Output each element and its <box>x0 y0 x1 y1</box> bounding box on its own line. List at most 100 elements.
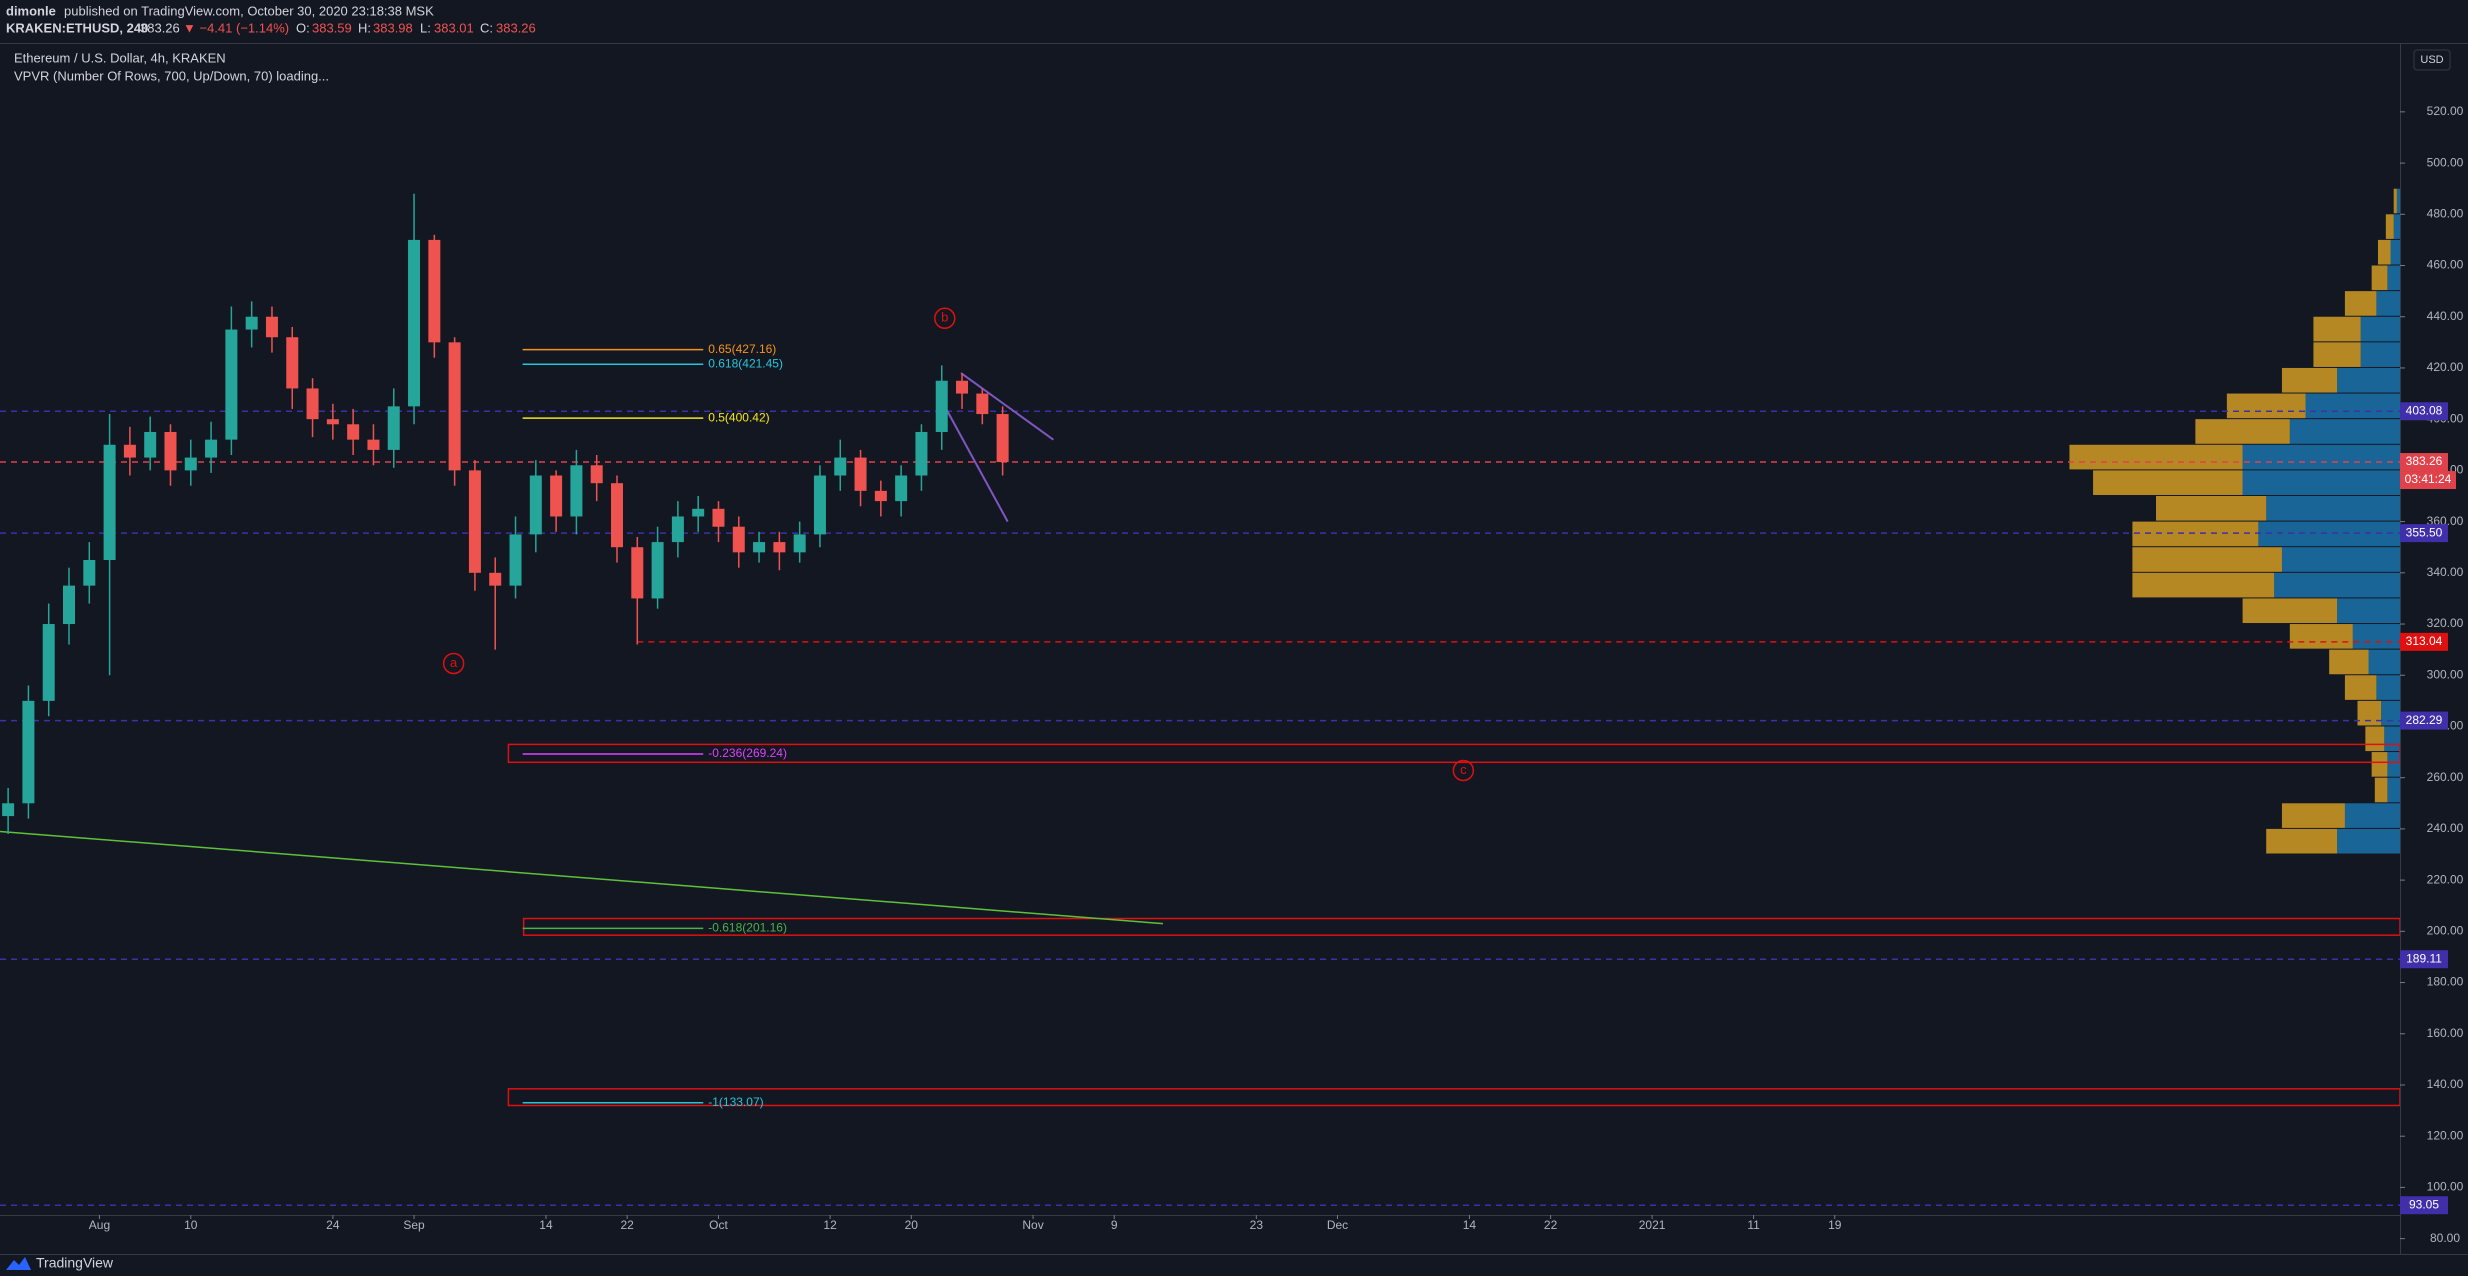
candle-body <box>692 508 705 517</box>
volume-down <box>2371 752 2388 777</box>
x-tick-label: 24 <box>326 1218 340 1232</box>
volume-down <box>2329 649 2369 675</box>
footer: TradingView <box>6 1255 114 1271</box>
price-line-label: 189.11 <box>2406 951 2442 965</box>
volume-down <box>2393 188 2397 214</box>
volume-up <box>2376 675 2400 700</box>
candle-body <box>448 342 461 471</box>
price-line-label: 93.05 <box>2409 1197 2439 1211</box>
candle-body <box>996 414 1009 463</box>
fib-label: 0.65(427.16) <box>708 342 776 356</box>
volume-down <box>2069 444 2243 470</box>
candle-body <box>935 380 948 432</box>
price-line-tag <box>2400 950 2448 969</box>
volume-down <box>2281 803 2345 828</box>
volume-up <box>2242 444 2400 470</box>
candle-body <box>265 316 278 338</box>
candle-body <box>83 560 96 586</box>
zone-box <box>522 917 2400 936</box>
candle-body <box>245 316 258 330</box>
wave-circle <box>442 652 465 675</box>
x-tick-label: 11 <box>1747 1218 1760 1232</box>
wave-label: c <box>1460 762 1467 777</box>
candle-body <box>793 534 806 553</box>
volume-down <box>2266 828 2338 854</box>
volume-down <box>2374 777 2388 803</box>
x-tick-label: 22 <box>620 1218 634 1232</box>
volume-up <box>2376 291 2400 316</box>
price-line-tag <box>2400 524 2448 543</box>
candle-body <box>631 547 644 599</box>
published: published on TradingView.com, October 30… <box>64 3 434 18</box>
price-line-tag <box>2400 402 2448 421</box>
wave-label: a <box>450 655 458 670</box>
o-label: O: <box>296 20 310 35</box>
price-line-label: 313.04 <box>2406 634 2443 648</box>
volume-down <box>2242 598 2338 624</box>
price-line-tag <box>2400 1196 2448 1215</box>
candle-body <box>306 388 319 420</box>
candle-body <box>387 406 400 450</box>
candle-body <box>834 457 847 476</box>
candle-body <box>286 337 299 389</box>
volume-up <box>2387 265 2400 291</box>
candle-body <box>753 542 766 553</box>
x-tick-label: 22 <box>1544 1218 1558 1232</box>
y-tick-label: 440.00 <box>2427 309 2464 323</box>
volume-up <box>2352 624 2400 649</box>
candle-body <box>550 475 563 517</box>
volume-down <box>2132 547 2282 572</box>
y-tick-label: 500.00 <box>2427 155 2464 169</box>
volume-up <box>2337 598 2400 624</box>
candle-body <box>874 490 887 502</box>
candle-body <box>225 329 238 440</box>
volume-down <box>2132 521 2259 547</box>
trendline <box>0 830 1164 925</box>
candle-body <box>184 457 197 471</box>
legend-title: Ethereum / U.S. Dollar, 4h, KRAKEN <box>14 50 226 65</box>
candle-body <box>2 803 15 817</box>
volume-down <box>2313 342 2361 367</box>
candle-body <box>813 475 826 535</box>
volume-down <box>2357 700 2382 726</box>
currency-button[interactable] <box>2413 49 2451 71</box>
currency[interactable]: USD <box>2420 54 2443 66</box>
y-tick-label: 480.00 <box>2427 206 2464 220</box>
candle-body <box>529 475 542 535</box>
l-label: L: <box>420 20 431 35</box>
price-line-label: 355.50 <box>2406 525 2443 539</box>
volume-down <box>2385 214 2394 239</box>
y-tick-label: 120.00 <box>2427 1128 2464 1142</box>
price-line-tag <box>2400 453 2448 472</box>
author: dimonle <box>6 3 56 18</box>
volume-up <box>2384 726 2400 752</box>
volume-up <box>2258 521 2400 547</box>
zone-box <box>507 1088 2400 1107</box>
y-tick-label: 100.00 <box>2427 1180 2464 1194</box>
fib-label: -0.236(269.24) <box>708 746 787 760</box>
zone-box <box>507 743 2400 764</box>
countdown-tag <box>2400 471 2456 490</box>
x-tick-label: 2021 <box>1639 1218 1666 1232</box>
y-tick-label: 220.00 <box>2427 872 2464 886</box>
x-tick-label: 9 <box>1111 1218 1118 1232</box>
fib-label: -0.618(201.16) <box>708 921 787 935</box>
candle-body <box>651 542 664 599</box>
x-tick-label: Dec <box>1327 1218 1348 1232</box>
plot: 0.65(427.16)0.618(421.45) 0.5(400.42) -0.2… <box>0 188 2400 1206</box>
candle-body <box>773 542 786 553</box>
candle-body <box>509 534 522 586</box>
volume-down <box>2377 239 2391 265</box>
volume-up <box>2305 393 2400 419</box>
c-label: C: <box>480 20 493 35</box>
volume-down <box>2365 726 2385 752</box>
y-tick-label: 260.00 <box>2427 770 2464 784</box>
candle-body <box>63 585 76 625</box>
wave-circle <box>1452 759 1475 782</box>
y-tick-label: 200.00 <box>2427 924 2464 938</box>
price-line-label: 282.29 <box>2406 713 2443 727</box>
volume-down <box>2281 367 2338 393</box>
symbol: KRAKEN:ETHUSD, 240 <box>6 20 148 35</box>
